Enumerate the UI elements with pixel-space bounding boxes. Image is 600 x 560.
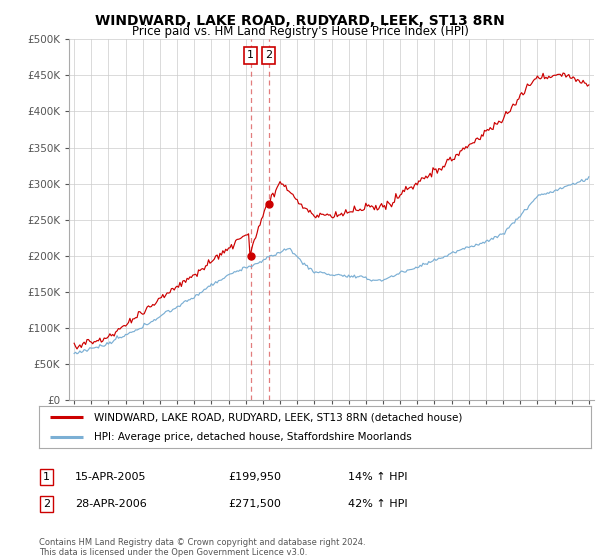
Text: 2: 2 bbox=[265, 50, 272, 60]
Text: £199,950: £199,950 bbox=[228, 472, 281, 482]
Text: 42% ↑ HPI: 42% ↑ HPI bbox=[348, 499, 407, 509]
Text: Price paid vs. HM Land Registry's House Price Index (HPI): Price paid vs. HM Land Registry's House … bbox=[131, 25, 469, 38]
Text: 28-APR-2006: 28-APR-2006 bbox=[75, 499, 147, 509]
Text: HPI: Average price, detached house, Staffordshire Moorlands: HPI: Average price, detached house, Staf… bbox=[94, 432, 412, 442]
Text: 2: 2 bbox=[43, 499, 50, 509]
Text: 15-APR-2005: 15-APR-2005 bbox=[75, 472, 146, 482]
Text: WINDWARD, LAKE ROAD, RUDYARD, LEEK, ST13 8RN (detached house): WINDWARD, LAKE ROAD, RUDYARD, LEEK, ST13… bbox=[94, 412, 463, 422]
Text: 1: 1 bbox=[247, 50, 254, 60]
Text: £271,500: £271,500 bbox=[228, 499, 281, 509]
Text: 1: 1 bbox=[43, 472, 50, 482]
Text: 14% ↑ HPI: 14% ↑ HPI bbox=[348, 472, 407, 482]
Text: Contains HM Land Registry data © Crown copyright and database right 2024.
This d: Contains HM Land Registry data © Crown c… bbox=[39, 538, 365, 557]
Text: WINDWARD, LAKE ROAD, RUDYARD, LEEK, ST13 8RN: WINDWARD, LAKE ROAD, RUDYARD, LEEK, ST13… bbox=[95, 14, 505, 28]
